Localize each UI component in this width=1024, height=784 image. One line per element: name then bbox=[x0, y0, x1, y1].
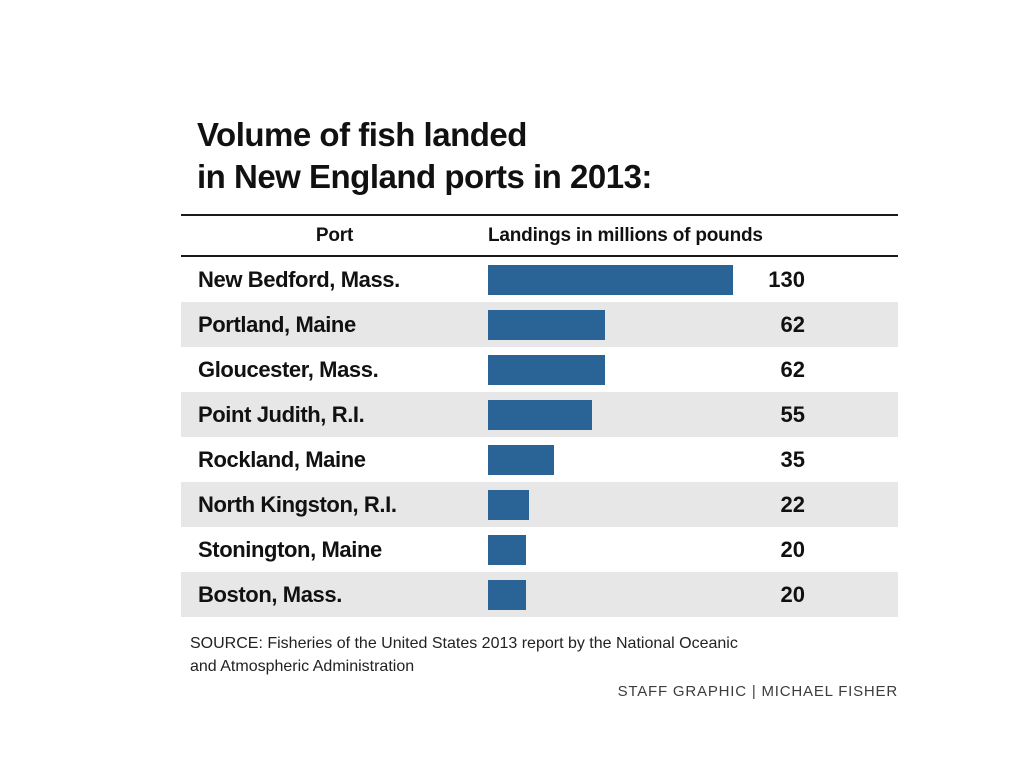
port-name: North Kingston, R.I. bbox=[198, 491, 397, 517]
bar-value: 20 bbox=[780, 581, 805, 607]
chart-title: Volume of fish landed in New England por… bbox=[197, 114, 652, 198]
header-bottom-rule bbox=[181, 255, 898, 257]
bar bbox=[488, 444, 554, 475]
column-header-landings: Landings in millions of pounds bbox=[488, 224, 763, 246]
bar-value: 55 bbox=[780, 401, 805, 427]
table-row: New Bedford, Mass. 130 bbox=[181, 257, 898, 302]
bar-value: 22 bbox=[780, 491, 805, 517]
bar bbox=[488, 579, 526, 610]
bar bbox=[488, 309, 605, 340]
bar-value: 62 bbox=[780, 356, 805, 382]
bar bbox=[488, 489, 529, 520]
source-note-line2: and Atmospheric Administration bbox=[190, 658, 415, 676]
bar bbox=[488, 354, 605, 385]
column-header-port: Port bbox=[315, 224, 354, 246]
port-name: Rockland, Maine bbox=[198, 446, 366, 472]
bar bbox=[488, 399, 592, 430]
table-header-row: Port Landings in millions of pounds bbox=[181, 216, 898, 255]
table-row: Portland, Maine 62 bbox=[181, 302, 898, 347]
port-name: Gloucester, Mass. bbox=[198, 356, 379, 382]
port-name: Stonington, Maine bbox=[198, 536, 382, 562]
table-row: Gloucester, Mass. 62 bbox=[181, 347, 898, 392]
port-name: New Bedford, Mass. bbox=[198, 266, 400, 292]
source-note-line1: SOURCE: Fisheries of the United States 2… bbox=[190, 635, 738, 652]
table-row: Stonington, Maine 20 bbox=[181, 527, 898, 572]
port-name: Point Judith, R.I. bbox=[198, 401, 365, 427]
chart-title-line2: in New England ports in 2013: bbox=[197, 158, 652, 196]
staff-credit: STAFF GRAPHIC | MICHAEL FISHER bbox=[617, 683, 898, 700]
port-name: Boston, Mass. bbox=[198, 581, 342, 607]
table-row: Point Judith, R.I. 55 bbox=[181, 392, 898, 437]
table-row: Boston, Mass. 20 bbox=[181, 572, 898, 617]
table-row: North Kingston, R.I. 22 bbox=[181, 482, 898, 527]
bar-value: 35 bbox=[780, 446, 805, 472]
bar-value: 20 bbox=[780, 536, 805, 562]
table-row: Rockland, Maine 35 bbox=[181, 437, 898, 482]
port-name: Portland, Maine bbox=[198, 311, 356, 337]
chart-title-line1: Volume of fish landed bbox=[197, 116, 527, 153]
header-top-rule bbox=[181, 214, 898, 216]
bar-chart-rows: New Bedford, Mass. 130 Portland, Maine 6… bbox=[181, 257, 898, 617]
bar-value: 62 bbox=[780, 311, 805, 337]
bar-value: 130 bbox=[768, 266, 805, 292]
bar bbox=[488, 534, 526, 565]
bar bbox=[488, 264, 733, 295]
source-note: SOURCE: Fisheries of the United States 2… bbox=[190, 632, 738, 678]
